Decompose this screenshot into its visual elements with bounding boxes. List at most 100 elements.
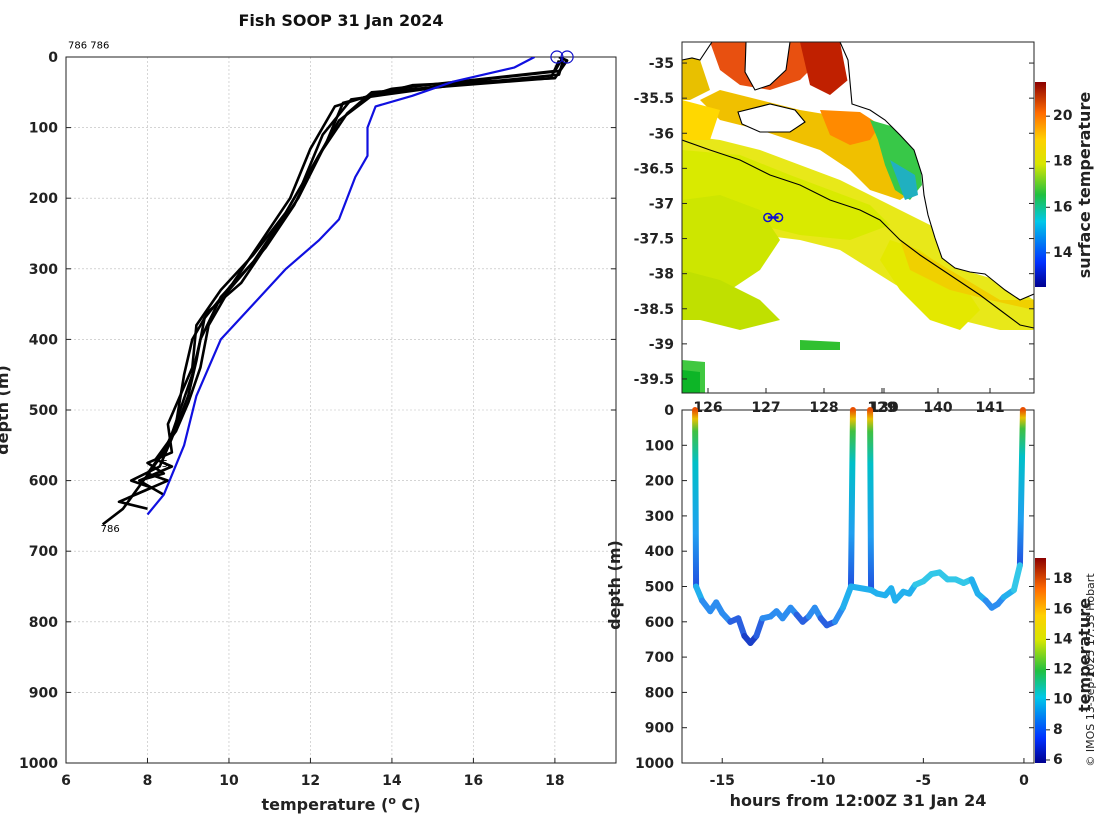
x-axis-label-sup: o	[388, 794, 396, 807]
profile-y-ticks: 0 100 200 300 400 500 600 700 800 900 1000	[19, 50, 616, 772]
section-y-tick-label: 600	[645, 615, 674, 631]
map-x-tick-label: 130	[869, 400, 898, 416]
x-axis-label: temperature (o C)	[261, 794, 420, 814]
map-y-tick-label: -36	[649, 126, 674, 142]
section-casts	[692, 407, 1026, 646]
section-y-ticks: 0 100 200 300 400 500 600 700 800 900 1000	[635, 403, 1034, 772]
section-cast-trace	[1016, 407, 1026, 569]
profile-annotation: 5	[162, 459, 168, 470]
profile-line-cast-5	[138, 59, 569, 482]
section-y-tick-label: 500	[645, 580, 674, 596]
profile-y-tick-label: 800	[29, 615, 58, 631]
watermark: © IMOS 13-Sep-2025 17:33 Hobart	[1084, 573, 1097, 767]
profile-y-tick-label: 1000	[19, 756, 58, 772]
map-x-tick-label: 141	[975, 400, 1004, 416]
section-y-tick-label: 300	[645, 509, 674, 525]
map-y-tick-label: -37.5	[634, 232, 674, 248]
profile-x-tick-label: 8	[143, 773, 153, 789]
section-y-tick-label: 1000	[635, 756, 674, 772]
map-y-tick-label: -39	[649, 337, 674, 353]
section-y-tick-label: 100	[645, 438, 674, 454]
profile-x-tick-label: 14	[382, 773, 402, 789]
temperature-colorbar-label: temperature	[1075, 598, 1094, 712]
map-x-tick-label: 126	[693, 400, 722, 416]
map-x-tick-label: 129	[867, 400, 896, 416]
section-y-tick-label: 0	[664, 403, 674, 419]
section-x-tick-label: -15	[710, 773, 735, 789]
land-masses	[682, 42, 1034, 300]
sst-colorbar-tick-label: 14	[1053, 245, 1073, 261]
section-y-tick-label: 200	[645, 474, 674, 490]
profile-frame	[65, 56, 617, 764]
profile-y-tick-label: 600	[29, 474, 58, 490]
ship-track	[763, 212, 784, 223]
sst-field	[682, 42, 1034, 393]
profile-y-tick-label: 500	[29, 403, 58, 419]
section-cast-trace	[692, 407, 700, 590]
depth-section-chart: -15 -10 -5 0 0 100 200 300 400 500 600 700 800 900 10…	[605, 403, 1094, 810]
sst-colorbar-label: surface temperature	[1075, 92, 1094, 279]
temperature-colorbar	[1035, 558, 1046, 763]
section-x-tick-label: -10	[810, 773, 836, 789]
x-axis-label-main: temperature (	[261, 795, 388, 814]
x-axis-label-tail: C)	[396, 795, 421, 814]
profile-y-tick-label: 300	[29, 262, 58, 278]
map-x-tick-label: 128	[809, 400, 838, 416]
section-x-tick-label: 0	[1019, 773, 1029, 789]
profile-line-latest	[146, 57, 536, 516]
profile-annotation: 786	[101, 524, 120, 535]
temperature-colorbar-tick-label: 14	[1053, 631, 1073, 647]
profile-annotations: 786 786 786 5	[68, 40, 168, 535]
map-y-ticks: -35 -35.5 -36 -36.5 -37 -37.5 -38 -38.5 -39 -39.5	[634, 56, 1034, 388]
map-y-tick-label: -36.5	[634, 161, 674, 177]
temperature-colorbar-ticks: 6 8 10 12 14 16 18	[1046, 571, 1073, 768]
profile-y-tick-label: 400	[29, 332, 58, 348]
coastline	[682, 42, 1034, 329]
map-y-tick-label: -35	[649, 56, 674, 72]
section-y-tick-label: 900	[645, 721, 674, 737]
map-y-tick-label: -35.5	[634, 91, 674, 107]
map-frame	[681, 41, 1035, 394]
profile-line-cast-3	[138, 59, 561, 496]
section-bottom-segment	[735, 615, 748, 639]
map-content	[682, 42, 1034, 393]
profile-x-tick-label: 18	[545, 773, 564, 789]
temperature-colorbar-tick-label: 16	[1053, 601, 1072, 617]
profile-y-tick-label: 100	[29, 121, 58, 137]
section-cast-trace	[847, 407, 856, 590]
section-x-ticks: -15 -10 -5 0	[710, 758, 1029, 789]
profile-grid	[65, 56, 616, 764]
section-y-tick-label: 700	[645, 650, 674, 666]
ship-track-point	[763, 212, 773, 223]
profile-x-tick-label: 10	[219, 773, 239, 789]
temperature-colorbar-tick-label: 12	[1053, 662, 1072, 678]
temperature-colorbar-tick-label: 10	[1053, 692, 1073, 708]
chart-title: Fish SOOP 31 Jan 2024	[239, 11, 444, 30]
profile-x-tick-label: 12	[301, 773, 320, 789]
profile-start-marker	[550, 50, 564, 64]
temperature-colorbar-tick-label: 18	[1053, 571, 1072, 587]
map-y-tick-label: -39.5	[634, 372, 674, 388]
section-cast-trace	[867, 407, 875, 594]
profile-chart: Fish SOOP 31 Jan 2024 6 8 10 12 14 16 18 0 100 2…	[0, 11, 617, 814]
profile-y-tick-label: 700	[29, 544, 58, 560]
section-y-axis-label: depth (m)	[605, 540, 624, 630]
section-bottom-segment	[1010, 562, 1023, 593]
temperature-colorbar-tick-label: 6	[1053, 752, 1063, 768]
profile-start-marker	[560, 50, 574, 64]
map-y-tick-label: -38	[649, 267, 674, 283]
section-bottom-segment	[848, 583, 875, 593]
section-x-axis-label: hours from 12:00Z 31 Jan 24	[730, 791, 987, 810]
sst-colorbar-ticks: 14 16 18 20	[1046, 108, 1073, 261]
profile-y-tick-label: 200	[29, 191, 58, 207]
profile-x-ticks: 6 8 10 12 14 16 18	[61, 758, 565, 789]
profile-series	[101, 57, 569, 526]
profile-annotation: 786 786	[68, 40, 109, 51]
profile-y-tick-label: 0	[48, 50, 58, 66]
map-y-tick-label: -37	[649, 196, 674, 212]
profile-y-tick-label: 900	[29, 685, 58, 701]
y-axis-label: depth (m)	[0, 365, 12, 455]
